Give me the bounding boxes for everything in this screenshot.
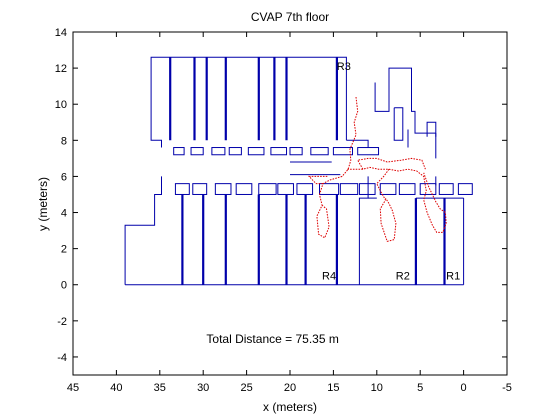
door-box-10 xyxy=(174,183,190,195)
door-box-11 xyxy=(192,183,208,195)
x-tick-label: 40 xyxy=(110,382,122,394)
door-box-7 xyxy=(310,147,329,156)
y-tick-label: 8 xyxy=(61,135,67,147)
door-box-12 xyxy=(214,183,232,195)
x-tick-label: 20 xyxy=(284,382,296,394)
wall-segment-2 xyxy=(358,176,369,285)
door-box-20 xyxy=(379,183,397,195)
y-tick-label: 2 xyxy=(61,244,67,256)
trajectory-path-4 xyxy=(307,175,329,185)
wall-segment-4 xyxy=(346,139,369,148)
trajectory-path-3 xyxy=(356,157,426,170)
room-label-r2: R2 xyxy=(396,270,410,282)
y-tick-label: -4 xyxy=(57,352,67,364)
y-axis-label: y (meters) xyxy=(36,177,50,231)
door-box-6 xyxy=(289,147,303,156)
door-box-1 xyxy=(190,147,204,156)
door-box-0 xyxy=(173,147,185,156)
y-axis: -4 -2 0 2 4 6 8 10 12 14 xyxy=(55,27,507,364)
wall-segment-3 xyxy=(150,56,347,148)
wall-segment-5 xyxy=(374,67,436,134)
x-axis: 45 40 35 30 25 20 15 10 5 0 -5 xyxy=(67,32,512,394)
door-box-15 xyxy=(277,183,294,195)
room-label-r1: R1 xyxy=(446,270,460,282)
wall-segment-0 xyxy=(124,176,162,285)
x-tick-label: 35 xyxy=(154,382,166,394)
door-box-5 xyxy=(270,147,288,156)
total-distance-annotation: Total Distance = 75.35 m xyxy=(206,332,338,346)
room-label-r3: R3 xyxy=(337,61,351,73)
axes-frame xyxy=(72,31,508,376)
trajectory-path-1 xyxy=(347,166,447,233)
x-axis-label: x (meters) xyxy=(263,400,317,414)
door-box-17 xyxy=(319,183,340,195)
y-tick-label: 12 xyxy=(55,63,67,75)
x-tick-label: -5 xyxy=(502,382,512,394)
x-tick-label: 30 xyxy=(197,382,209,394)
door-box-24 xyxy=(457,183,473,195)
x-tick-label: 10 xyxy=(371,382,383,394)
door-box-2 xyxy=(211,147,226,156)
door-box-18 xyxy=(339,183,359,195)
y-tick-label: 4 xyxy=(61,208,67,220)
door-box-3 xyxy=(228,147,242,156)
y-tick-label: -2 xyxy=(57,316,67,328)
door-box-21 xyxy=(398,183,416,195)
room-label-r4: R4 xyxy=(322,270,336,282)
wall-segment-6 xyxy=(393,107,404,141)
door-box-13 xyxy=(235,183,253,195)
y-tick-label: 0 xyxy=(61,280,67,292)
door-box-16 xyxy=(296,183,314,195)
trajectory-path-2 xyxy=(376,168,397,242)
door-box-19 xyxy=(358,183,376,195)
door-box-4 xyxy=(247,147,265,156)
y-tick-label: 10 xyxy=(55,99,67,111)
x-tick-label: 45 xyxy=(67,382,79,394)
door-box-8 xyxy=(332,147,353,156)
x-tick-label: 5 xyxy=(417,382,423,394)
door-box-14 xyxy=(258,183,277,195)
x-tick-label: 15 xyxy=(327,382,339,394)
x-tick-label: 0 xyxy=(461,382,467,394)
door-box-23 xyxy=(438,183,454,195)
trajectory-path-0 xyxy=(316,96,359,239)
y-tick-label: 14 xyxy=(55,27,67,39)
door-box-9 xyxy=(357,147,380,156)
x-tick-label: 25 xyxy=(240,382,252,394)
door-box-22 xyxy=(419,183,437,195)
y-tick-label: 6 xyxy=(61,171,67,183)
plot-area: R3 R4 R2 R1 Total Distance = 75.35 m xyxy=(124,56,473,346)
chart-title: CVAP 7th floor xyxy=(251,10,329,24)
wall-segment-9 xyxy=(426,121,437,137)
